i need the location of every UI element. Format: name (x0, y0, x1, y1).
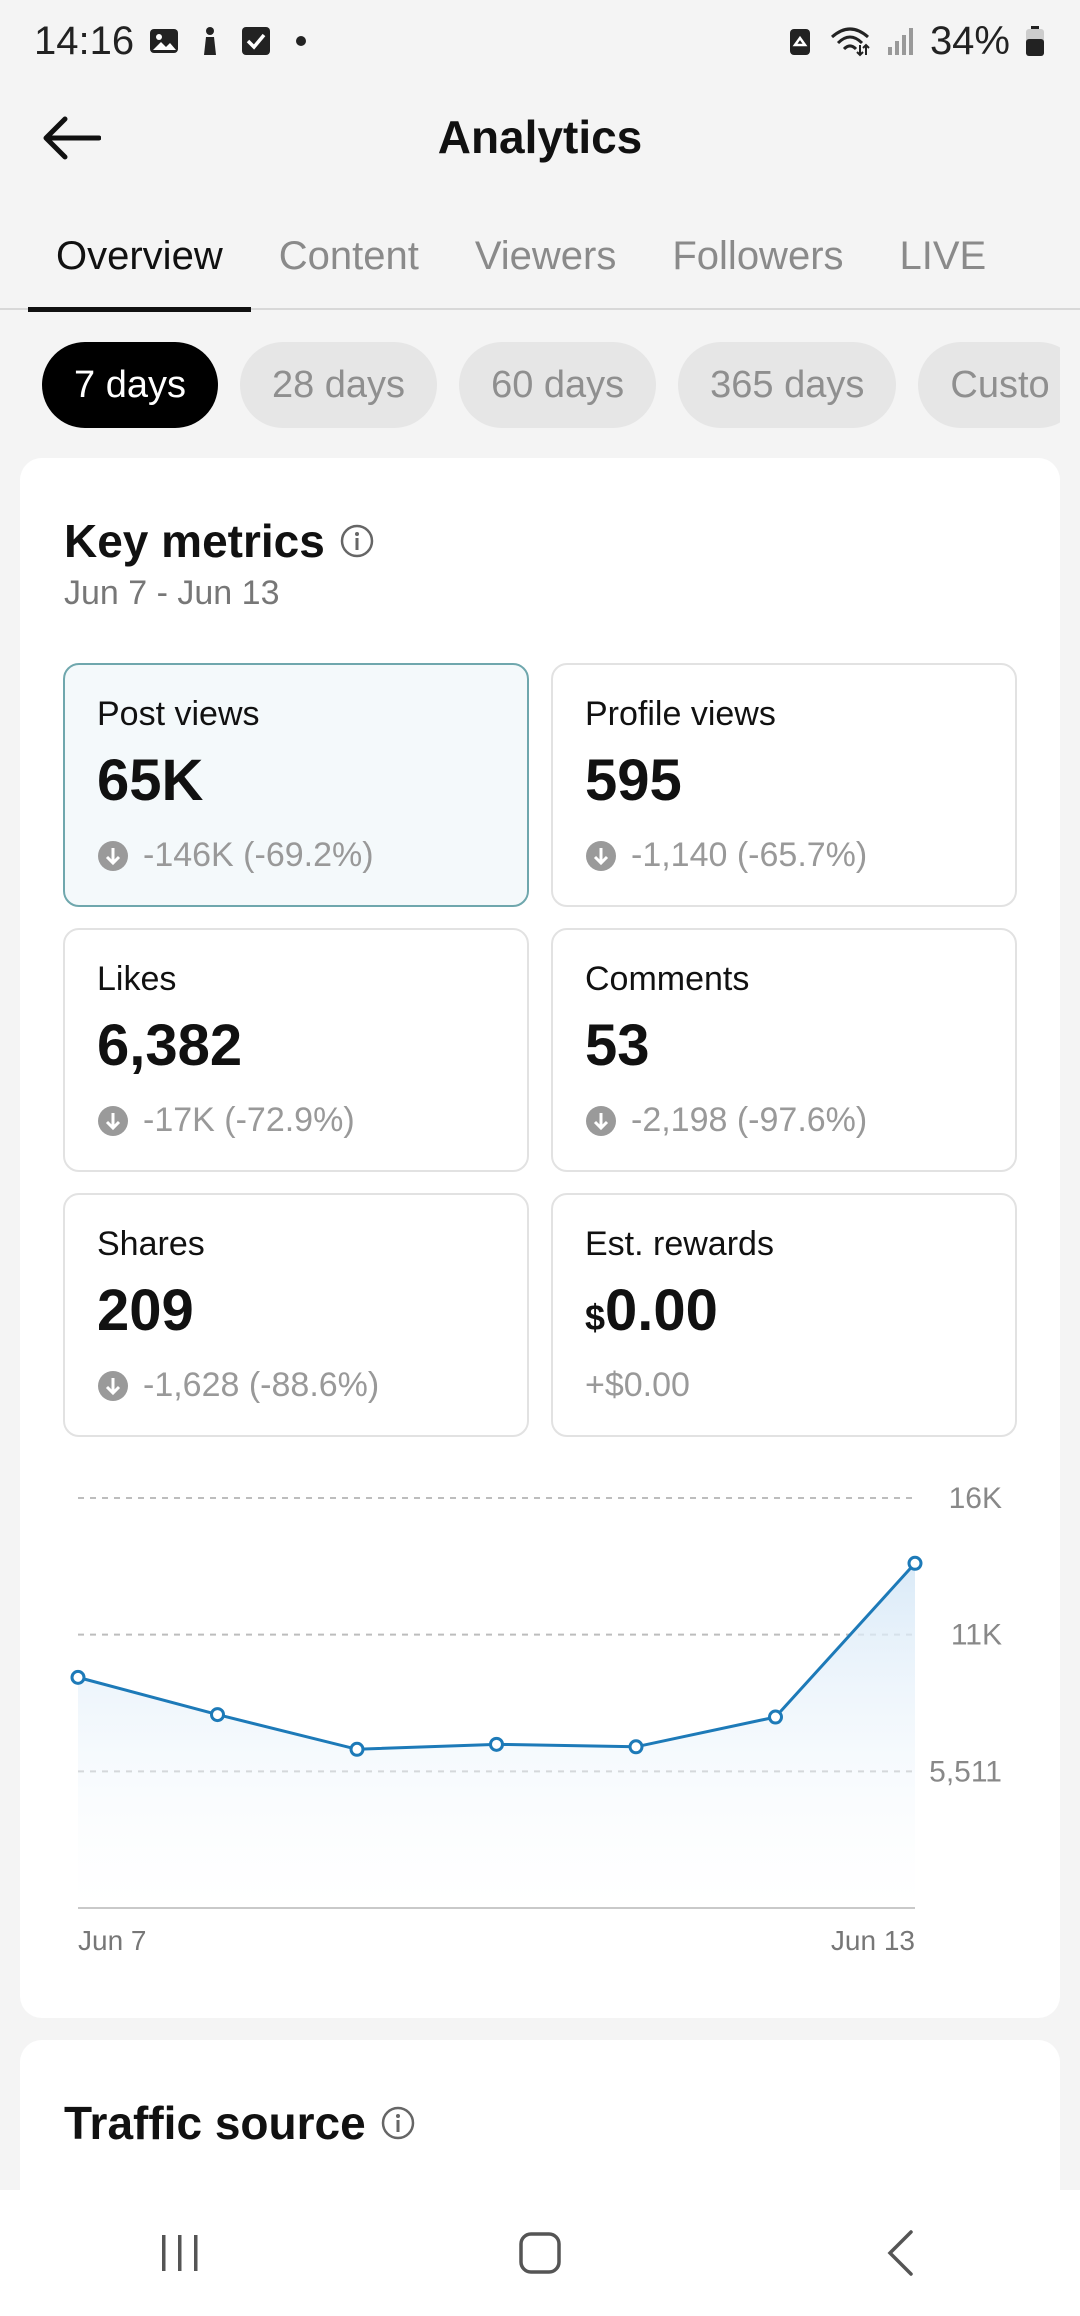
person-icon (204, 27, 217, 55)
chart-data-point[interactable] (768, 1709, 783, 1725)
metric-change-text: -146K (-69.2%) (143, 836, 374, 874)
dot-icon (296, 36, 307, 46)
tab-followers[interactable]: Followers (672, 234, 844, 278)
period-365-days[interactable]: 365 days (678, 342, 897, 428)
status-right: 34% (784, 19, 1046, 64)
currency-symbol: $ (585, 1297, 606, 1338)
tab-live[interactable]: LIVE (899, 234, 987, 278)
metric-shares[interactable]: Shares 209 -1,628 (-88.6%) (63, 1193, 529, 1437)
back-button[interactable] (40, 106, 104, 170)
metric-value: 65K (97, 748, 204, 813)
recent-apps-button[interactable] (120, 2213, 240, 2293)
tab-overview[interactable]: Overview (28, 210, 251, 312)
tab-viewers[interactable]: Viewers (474, 234, 617, 278)
signal-icon (887, 28, 913, 55)
battery-icon (1026, 26, 1044, 56)
metric-value-number: 0.00 (605, 1278, 718, 1343)
checkbox-icon (242, 27, 271, 55)
period-custom[interactable]: Custo (918, 342, 1060, 428)
metric-change-text: +$0.00 (585, 1366, 690, 1404)
metric-change-text: -1,140 (-65.7%) (631, 836, 868, 874)
key-metrics-title: Key metrics (64, 515, 325, 567)
metric-change: -1,140 (-65.7%) (585, 836, 983, 875)
chart-data-point[interactable] (489, 1736, 504, 1752)
metric-est-rewards[interactable]: Est. rewards $0.00 +$0.00 (551, 1193, 1017, 1437)
chart-data-point[interactable] (628, 1739, 644, 1755)
metric-change: -2,198 (-97.6%) (585, 1101, 983, 1140)
chart-data-point[interactable] (907, 1555, 923, 1571)
metric-label: Likes (97, 960, 177, 998)
period-28-days[interactable]: 28 days (239, 342, 438, 428)
home-button[interactable] (480, 2213, 600, 2293)
status-bar: 14:16 (0, 0, 1080, 82)
key-metrics-heading: Key metrics (64, 514, 375, 568)
info-icon[interactable] (380, 2105, 416, 2141)
metric-comments[interactable]: Comments 53 -2,198 (-97.6%) (551, 928, 1017, 1172)
system-nav-bar (0, 2190, 1080, 2316)
post-views-chart: 16K 11K 5,511 Jun 7 Jun 13 (20, 1458, 1060, 1978)
metric-label: Shares (97, 1225, 205, 1263)
recycle-icon (789, 29, 810, 55)
chart-area-fill (78, 1563, 915, 1908)
metric-post-views[interactable]: Post views 65K -146K (-69.2%) (63, 663, 529, 907)
image-icon (150, 29, 179, 53)
traffic-source-title: Traffic source (64, 2097, 366, 2149)
chart-x-tick-label: Jun 7 (78, 1925, 147, 1956)
date-range: Jun 7 - Jun 13 (64, 574, 280, 612)
chart-data-point[interactable] (210, 1707, 225, 1723)
arrow-left-icon (43, 116, 101, 160)
period-60-days[interactable]: 60 days (459, 342, 657, 428)
chart-svg: 16K 11K 5,511 Jun 7 Jun 13 (70, 1482, 1002, 1956)
app-header: Analytics (0, 82, 1080, 192)
tab-bar: Overview Content Viewers Followers LIVE (0, 210, 1080, 312)
traffic-source-heading: Traffic source (64, 2096, 416, 2150)
recent-apps-icon (162, 2235, 198, 2271)
metric-change-text: -1,628 (-88.6%) (143, 1366, 380, 1404)
metric-value: $0.00 (585, 1282, 983, 1340)
chart-data-point[interactable] (349, 1741, 365, 1757)
chart-y-tick-label: 16K (949, 1482, 1002, 1515)
metric-profile-views[interactable]: Profile views 595 -1,140 (-65.7%) (551, 663, 1017, 907)
chart-y-tick-label: 11K (951, 1619, 1002, 1652)
arrow-down-circle-icon (98, 1105, 128, 1136)
arrow-down-circle-icon (98, 1370, 128, 1401)
period-7-days[interactable]: 7 days (42, 342, 218, 428)
key-metrics-card: Key metrics Jun 7 - Jun 13 Post views 65… (20, 458, 1060, 2018)
chart-data-point[interactable] (70, 1669, 86, 1685)
system-back-button[interactable] (840, 2213, 960, 2293)
metric-value: 209 (97, 1278, 194, 1343)
page-title: Analytics (437, 111, 643, 163)
metric-change: -17K (-72.9%) (97, 1101, 495, 1140)
metric-label: Profile views (585, 695, 776, 733)
metric-value: 595 (585, 748, 682, 813)
status-left: 14:16 (34, 18, 307, 64)
metric-change: -146K (-69.2%) (97, 836, 495, 875)
chart-x-tick-label: Jun 13 (831, 1925, 915, 1956)
back-icon (887, 2230, 913, 2276)
metric-label: Comments (585, 960, 750, 998)
metric-label: Post views (97, 695, 260, 733)
wifi-icon (830, 27, 870, 57)
tab-content[interactable]: Content (278, 234, 419, 278)
metric-value: 6,382 (97, 1013, 243, 1078)
chart-y-tick-label: 5,511 (929, 1755, 1002, 1788)
metric-change: -1,628 (-88.6%) (97, 1366, 495, 1405)
metric-change-text: -2,198 (-97.6%) (631, 1101, 868, 1139)
arrow-down-circle-icon (586, 1105, 616, 1136)
arrow-down-circle-icon (98, 840, 128, 871)
info-icon[interactable] (339, 523, 375, 559)
metric-change-text: -17K (-72.9%) (143, 1101, 355, 1139)
metric-value: 53 (585, 1013, 650, 1078)
metric-label: Est. rewards (585, 1225, 774, 1263)
arrow-down-circle-icon (586, 840, 616, 871)
metric-change: +$0.00 (585, 1366, 983, 1405)
home-icon (519, 2232, 561, 2274)
status-time: 14:16 (34, 18, 135, 63)
metric-likes[interactable]: Likes 6,382 -17K (-72.9%) (63, 928, 529, 1172)
period-selector: 7 days 28 days 60 days 365 days Custo (42, 342, 1060, 428)
battery-percent: 34% (929, 18, 1010, 63)
